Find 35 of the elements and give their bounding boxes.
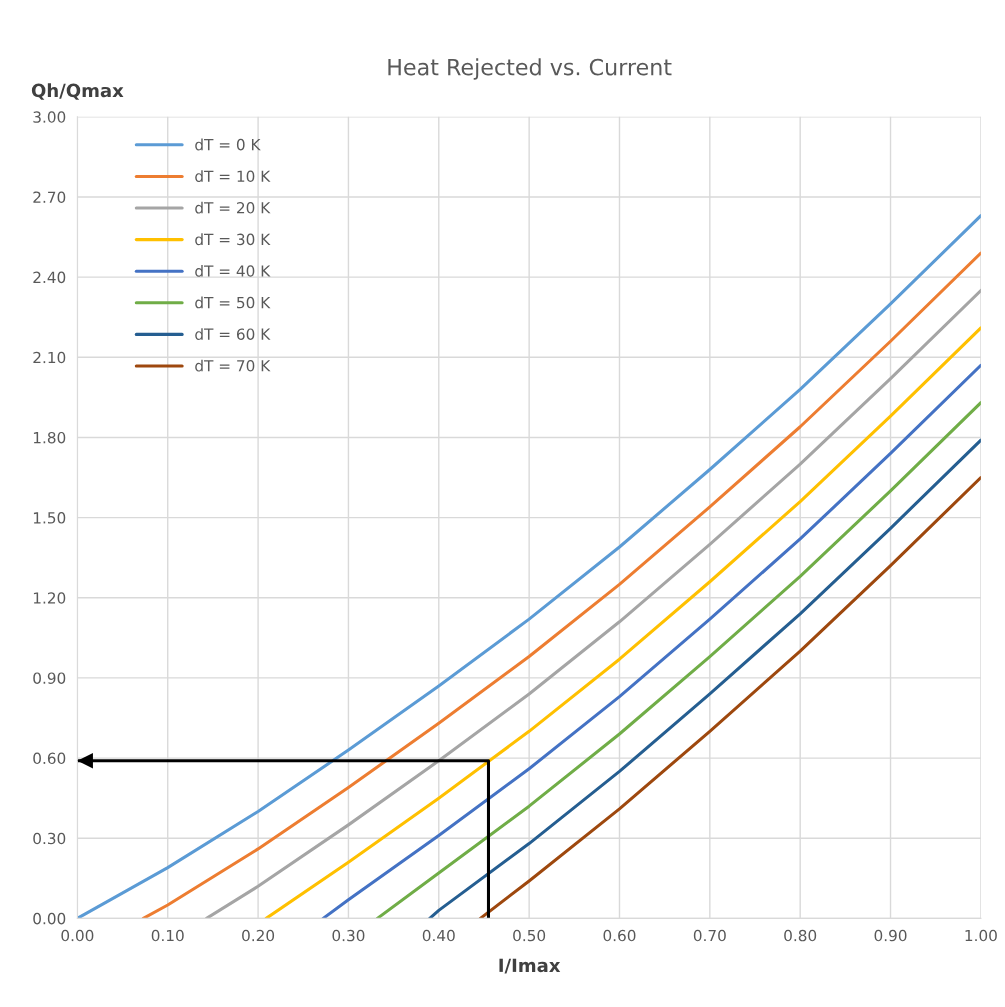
chart-title: Heat Rejected vs. Current bbox=[388, 58, 672, 80]
y-tick-label: 0.60 bbox=[33, 752, 66, 765]
legend-label: dT = 50 K bbox=[195, 296, 271, 309]
legend-label: dT = 0 K bbox=[195, 138, 261, 151]
x-axis-title: I/Imax bbox=[499, 958, 561, 974]
y-tick-label: 0.90 bbox=[33, 672, 66, 684]
legend-label: dT = 20 K bbox=[195, 201, 271, 214]
y-tick-label: 0.30 bbox=[33, 832, 66, 845]
x-tick-label: 0.90 bbox=[874, 929, 907, 942]
x-tick-label: 0.80 bbox=[784, 929, 817, 942]
line-series bbox=[478, 475, 981, 919]
legend-label: dT = 40 K bbox=[195, 264, 271, 277]
legend-label: dT = 30 K bbox=[195, 233, 271, 246]
y-tick-label: 2.40 bbox=[33, 271, 66, 284]
y-tick-label: 1.80 bbox=[33, 431, 66, 444]
y-tick-label: 0.00 bbox=[33, 912, 66, 925]
y-tick-label: 3.00 bbox=[33, 111, 66, 123]
x-tick-label: 0.50 bbox=[513, 929, 546, 942]
x-tick-label: 0.10 bbox=[151, 929, 184, 942]
y-tick-label: 2.10 bbox=[33, 351, 66, 364]
y-tick-label: 1.20 bbox=[33, 592, 66, 604]
x-tick-label: 0.70 bbox=[693, 929, 726, 942]
y-tick-label: 2.70 bbox=[33, 191, 66, 203]
y-axis-title: Qh/Qmax bbox=[31, 83, 124, 100]
line-series bbox=[428, 438, 981, 919]
x-tick-label: 0.20 bbox=[242, 929, 275, 942]
legend-label: dT = 70 K bbox=[195, 359, 271, 372]
x-tick-label: 1.00 bbox=[965, 929, 997, 942]
x-tick-label: 0.30 bbox=[332, 929, 365, 942]
legend-label: dT = 10 K bbox=[195, 170, 271, 182]
x-tick-label: 0.60 bbox=[603, 929, 636, 942]
x-tick-label: 0.40 bbox=[422, 929, 455, 942]
x-tick-label: 0.00 bbox=[61, 929, 94, 942]
legend-label: dT = 60 K bbox=[195, 328, 271, 340]
y-tick-label: 1.50 bbox=[33, 512, 66, 524]
